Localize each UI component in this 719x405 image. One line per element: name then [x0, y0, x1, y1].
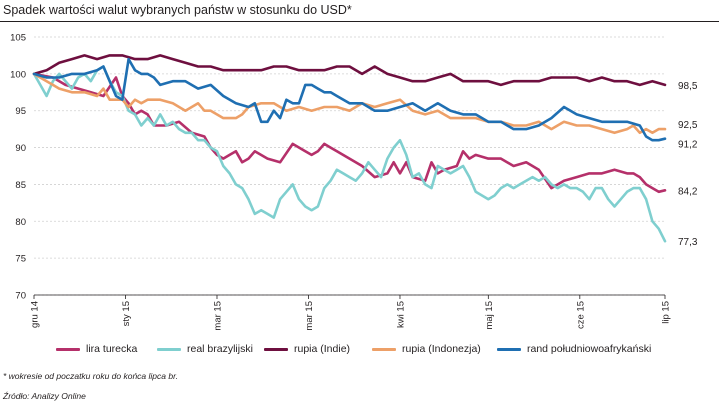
legend-swatch — [372, 347, 396, 351]
y-tick-label: 105 — [10, 33, 26, 44]
legend: lira turecka real brazylijski rupia (Indie… — [0, 343, 719, 361]
footnote: * wokresie od poczatku roku do końca lip… — [3, 371, 178, 381]
legend-item: rand południowoafrykański — [497, 343, 651, 355]
legend-item: lira turecka — [56, 343, 137, 355]
end-value-label: 92,5 — [678, 120, 698, 131]
title-rule — [0, 21, 719, 22]
y-tick-label: 70 — [15, 291, 26, 302]
legend-swatch — [264, 347, 288, 351]
legend-swatch — [497, 347, 521, 351]
x-tick-label: gru 14 — [30, 301, 41, 328]
chart-title: Spadek wartości walut wybranych państw w… — [3, 3, 352, 17]
legend-item: rupia (Indonezja) — [372, 343, 481, 355]
x-tick-label: mar 15 — [212, 301, 223, 331]
x-tick-label: kwi 15 — [395, 301, 406, 328]
y-tick-label: 80 — [15, 217, 26, 228]
legend-label: real brazylijski — [187, 343, 253, 355]
x-tick-label: lip 15 — [661, 301, 672, 324]
y-tick-label: 100 — [10, 69, 26, 80]
legend-label: lira turecka — [86, 343, 138, 355]
legend-label: rupia (Indonezja) — [402, 343, 481, 355]
end-value-label: 77,3 — [678, 237, 698, 248]
series-line-0 — [32, 72, 667, 194]
x-tick-label: mar 15 — [304, 301, 315, 331]
legend-label: rand południowoafrykański — [527, 343, 652, 355]
end-value-label: 98,5 — [678, 81, 698, 92]
y-tick-label: 95 — [15, 106, 26, 117]
legend-item: rupia (Indie) — [264, 343, 350, 355]
y-tick-label: 85 — [15, 180, 26, 191]
end-value-label: 91,2 — [678, 140, 698, 151]
series-line-2 — [32, 54, 667, 87]
x-tick-label: cze 15 — [575, 301, 586, 329]
series-line-4 — [32, 57, 667, 142]
legend-label: rupia (Indie) — [294, 343, 351, 355]
source-note: Źródło: Analizy Online — [3, 391, 86, 401]
legend-swatch — [56, 347, 80, 351]
series-line-1 — [32, 65, 667, 243]
series-line-3 — [32, 72, 667, 135]
legend-swatch — [157, 347, 181, 351]
x-tick-label: sty 15 — [121, 301, 132, 326]
x-tick-label: maj 15 — [484, 301, 495, 330]
y-tick-label: 75 — [15, 254, 26, 265]
y-tick-label: 90 — [15, 143, 26, 154]
legend-item: real brazylijski — [157, 343, 253, 355]
end-value-label: 84,2 — [678, 186, 698, 197]
